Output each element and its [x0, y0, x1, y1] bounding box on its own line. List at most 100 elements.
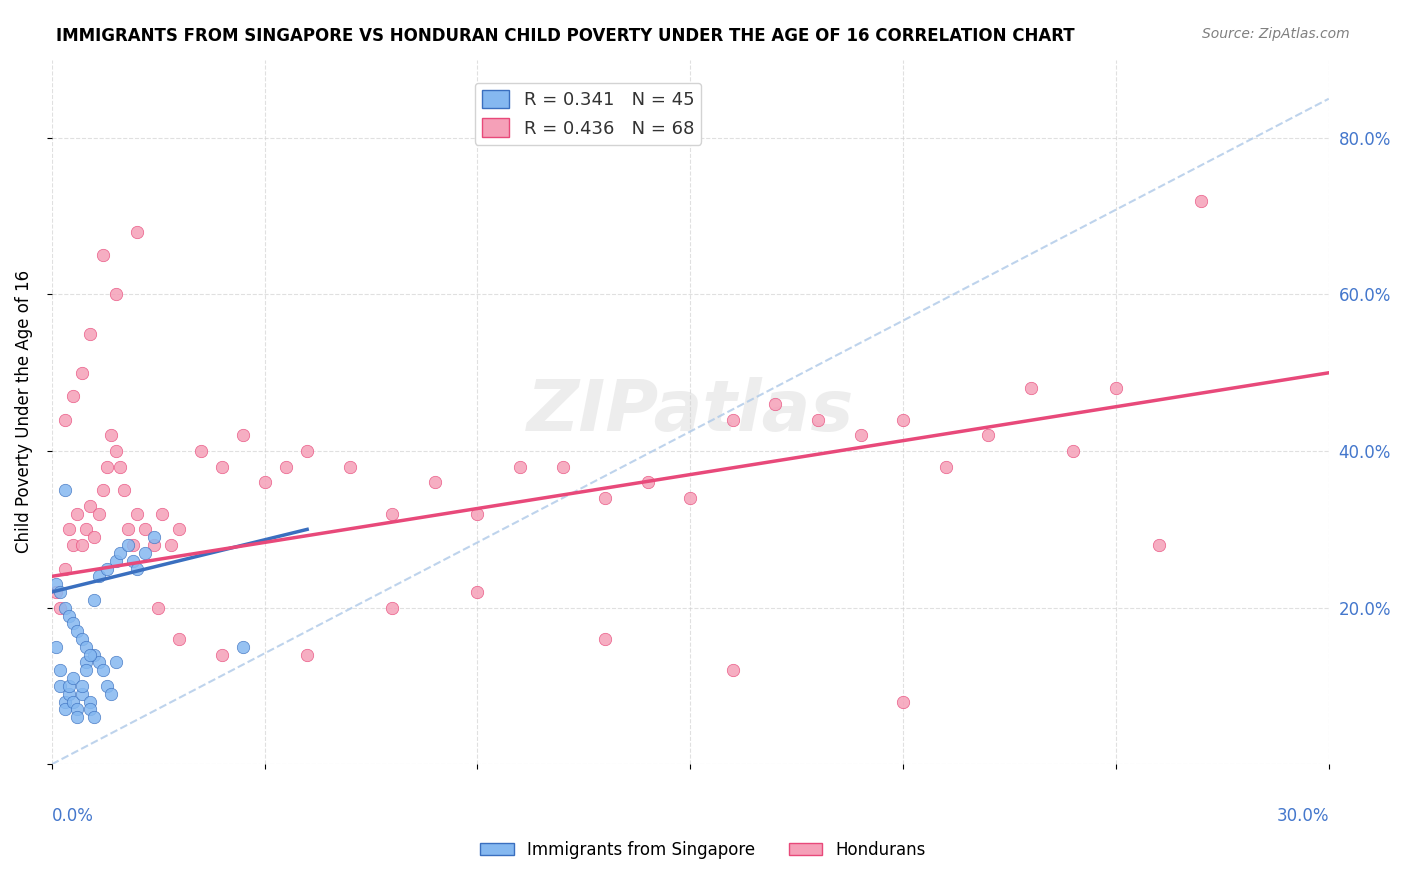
Point [49, 600, 72, 615]
Point [104, 287, 127, 301]
Point [977, 428, 1000, 442]
Text: 0.0%: 0.0% [52, 806, 94, 824]
Point [49, 679, 72, 693]
Point [53, 561, 76, 575]
Point [935, 459, 957, 474]
Point [134, 546, 156, 560]
Point [66, 507, 89, 521]
Point [75, 522, 97, 536]
Point [96, 459, 118, 474]
Point [100, 687, 122, 701]
Point [66, 702, 89, 716]
Point [169, 632, 191, 646]
Legend: R = 0.341   N = 45, R = 0.436   N = 68: R = 0.341 N = 45, R = 0.436 N = 68 [475, 83, 702, 145]
Point [79, 702, 101, 716]
Point [45, 640, 67, 654]
Point [62, 538, 84, 552]
Point [152, 507, 174, 521]
Point [117, 538, 139, 552]
Point [467, 585, 489, 599]
Point [70, 679, 93, 693]
Point [79, 648, 101, 662]
Point [891, 413, 914, 427]
Point [253, 475, 276, 490]
Point [53, 702, 76, 716]
Point [79, 499, 101, 513]
Point [96, 561, 118, 575]
Text: IMMIGRANTS FROM SINGAPORE VS HONDURAN CHILD POVERTY UNDER THE AGE OF 16 CORRELAT: IMMIGRANTS FROM SINGAPORE VS HONDURAN CH… [56, 27, 1074, 45]
Text: 30.0%: 30.0% [1277, 806, 1329, 824]
Point [70, 632, 93, 646]
Point [211, 648, 233, 662]
Point [104, 444, 127, 458]
Point [108, 459, 131, 474]
Point [91, 248, 114, 262]
Point [49, 585, 72, 599]
Text: Source: ZipAtlas.com: Source: ZipAtlas.com [1202, 27, 1350, 41]
Point [142, 530, 165, 544]
Point [62, 389, 84, 403]
Point [58, 687, 80, 701]
Point [169, 522, 191, 536]
Point [849, 428, 872, 442]
Point [58, 608, 80, 623]
Point [593, 491, 616, 505]
Point [807, 413, 830, 427]
Point [637, 475, 659, 490]
Point [75, 640, 97, 654]
Point [125, 225, 148, 239]
Point [117, 522, 139, 536]
Point [108, 546, 131, 560]
Point [1147, 538, 1170, 552]
Point [53, 600, 76, 615]
Point [593, 632, 616, 646]
Legend: Immigrants from Singapore, Hondurans: Immigrants from Singapore, Hondurans [474, 835, 932, 866]
Point [211, 459, 233, 474]
Point [112, 483, 135, 498]
Point [45, 577, 67, 591]
Point [160, 538, 183, 552]
Point [70, 687, 93, 701]
Point [96, 679, 118, 693]
Point [551, 459, 574, 474]
Point [62, 695, 84, 709]
Point [66, 710, 89, 724]
Point [75, 656, 97, 670]
Point [91, 663, 114, 677]
Point [100, 428, 122, 442]
Point [146, 600, 169, 615]
Point [45, 585, 67, 599]
Point [1105, 381, 1128, 395]
Point [232, 640, 254, 654]
Point [134, 522, 156, 536]
Point [1019, 381, 1042, 395]
Point [83, 710, 105, 724]
Point [87, 656, 110, 670]
Point [58, 522, 80, 536]
Point [339, 459, 361, 474]
Point [104, 656, 127, 670]
Point [295, 648, 318, 662]
Point [763, 397, 786, 411]
Text: ZIPatlas: ZIPatlas [527, 377, 853, 446]
Point [58, 679, 80, 693]
Point [62, 671, 84, 685]
Point [509, 459, 531, 474]
Point [62, 616, 84, 631]
Point [104, 554, 127, 568]
Point [83, 530, 105, 544]
Point [1189, 194, 1212, 208]
Point [53, 413, 76, 427]
Point [121, 554, 143, 568]
Point [87, 507, 110, 521]
Point [190, 444, 212, 458]
Point [70, 366, 93, 380]
Point [70, 538, 93, 552]
Point [91, 483, 114, 498]
Point [83, 592, 105, 607]
Point [87, 569, 110, 583]
Point [295, 444, 318, 458]
Point [79, 695, 101, 709]
Point [679, 491, 702, 505]
Point [721, 413, 744, 427]
